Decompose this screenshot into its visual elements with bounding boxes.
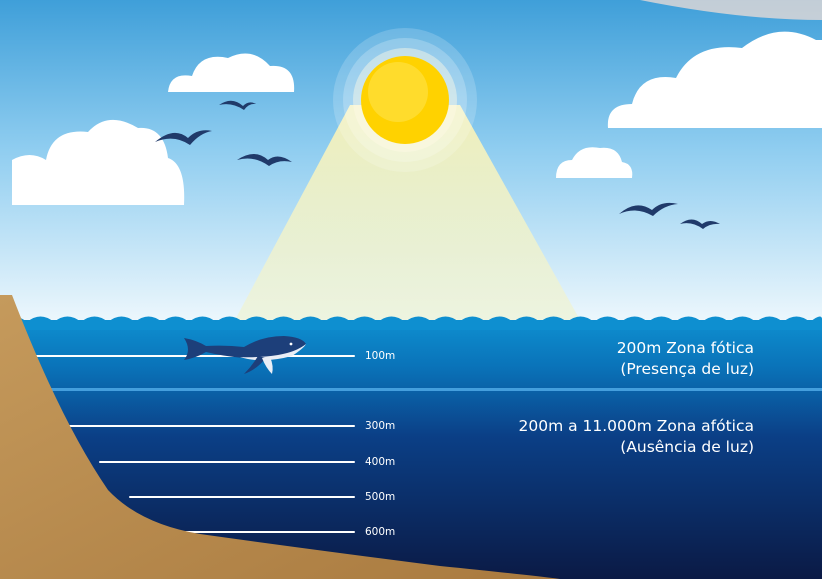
ocean-waves xyxy=(0,316,822,330)
depth-lines xyxy=(11,355,355,533)
bird-icon xyxy=(237,154,292,166)
sun-icon xyxy=(333,28,477,172)
photic-zone-label: 200m Zona fótica (Presença de luz) xyxy=(617,338,754,380)
photic-zone-title: 200m Zona fótica xyxy=(616,339,754,357)
depth-label-300m: 300m xyxy=(365,420,396,432)
sunlight-cone xyxy=(235,105,580,320)
depth-label-400m: 400m xyxy=(365,456,396,468)
cloud-icon xyxy=(556,147,633,178)
cloud-icon xyxy=(607,31,822,128)
corner-decoration xyxy=(640,0,822,20)
photic-zone-subtitle: (Presença de luz) xyxy=(620,360,754,378)
bird-icon xyxy=(155,130,212,145)
cloud-icon xyxy=(12,119,185,205)
seabed-slope xyxy=(0,295,560,579)
depth-label-600m: 600m xyxy=(365,526,396,538)
bird-icon xyxy=(680,219,720,229)
whale-icon xyxy=(184,336,306,374)
cloud-icon xyxy=(168,53,295,92)
ocean xyxy=(0,320,822,579)
bird-icon xyxy=(219,100,256,110)
depth-label-500m: 500m xyxy=(365,491,396,503)
depth-label-100m: 100m xyxy=(365,350,396,362)
aphotic-zone-subtitle: (Ausência de luz) xyxy=(620,438,754,456)
aphotic-zone-label: 200m a 11.000m Zona afótica (Ausência de… xyxy=(519,416,755,458)
bird-icon xyxy=(619,202,678,216)
zone-divider-200m xyxy=(0,388,822,391)
aphotic-zone-title: 200m a 11.000m Zona afótica xyxy=(518,417,755,435)
